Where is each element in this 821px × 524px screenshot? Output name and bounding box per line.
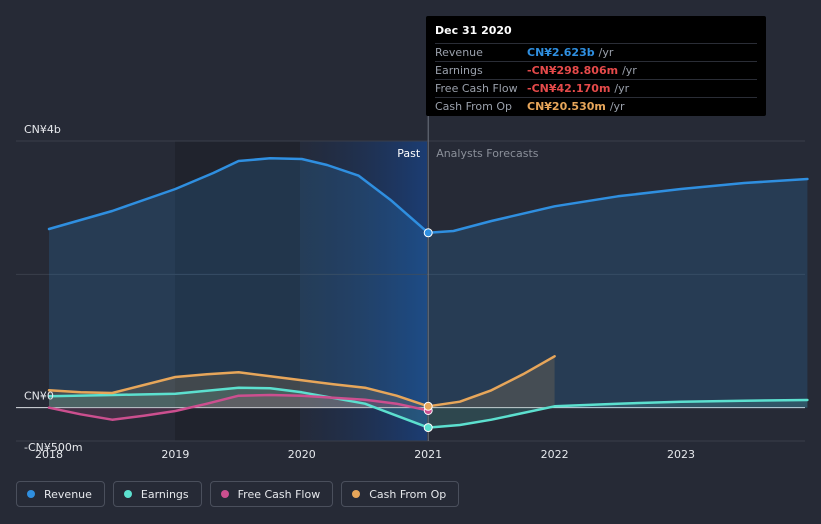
legend-label: Free Cash Flow [237, 487, 321, 501]
past-highlight-region [300, 141, 427, 441]
legend-label: Earnings [140, 487, 189, 501]
revenue-line [47, 157, 809, 235]
earnings-area [49, 387, 808, 428]
tooltip-row-cash-from-op: Cash From Op CN¥20.530m /yr [435, 97, 757, 115]
y-axis-label: CN¥0 [24, 390, 54, 403]
x-axis-tick-label: 2023 [667, 448, 695, 461]
hover-markers [423, 228, 433, 433]
legend-label: Revenue [44, 487, 92, 501]
x-axis-ticks: 2018 2019 2020 2021 2022 2023 [35, 448, 695, 461]
legend: Revenue Earnings Free Cash Flow Cash Fro… [16, 481, 460, 507]
y-axis-label: -CN¥500m [24, 441, 83, 454]
earnings-marker [423, 423, 433, 433]
tooltip-label: Cash From Op [435, 100, 513, 113]
legend-item-free-cash-flow[interactable]: Free Cash Flow [209, 481, 334, 507]
legend-dot-icon [220, 490, 229, 498]
tooltip-unit: /yr [598, 46, 614, 59]
x-axis-tick-label: 2018 [35, 448, 63, 461]
legend-item-revenue[interactable]: Revenue [16, 481, 105, 507]
tooltip-value: CN¥20.530m [527, 100, 606, 113]
legend-dot-icon [27, 490, 35, 498]
legend-label: Cash From Op [369, 487, 447, 501]
revenue-marker [423, 228, 433, 238]
tooltip-unit: /yr [614, 82, 630, 95]
tooltip: Dec 31 2020 Revenue CN¥2.623b /yr Earnin… [426, 16, 766, 116]
tooltip-label: Revenue [435, 46, 483, 59]
legend-dot-icon [352, 490, 361, 498]
series-lines [47, 157, 809, 429]
tooltip-label: Earnings [435, 64, 483, 77]
tooltip-value: -CN¥298.806m [527, 64, 619, 77]
tooltip-date: Dec 31 2020 [435, 24, 512, 37]
legend-dot-icon [123, 490, 132, 498]
tooltip-value: -CN¥42.170m [527, 82, 611, 95]
legend-item-cash-from-op[interactable]: Cash From Op [341, 481, 460, 507]
past-label: Past [397, 147, 421, 160]
cash-from-op-line [47, 355, 556, 408]
legend-item-earnings[interactable]: Earnings [112, 481, 202, 507]
cash-from-op-marker [423, 401, 433, 411]
tooltip-unit: /yr [609, 100, 625, 113]
earnings-line [47, 386, 809, 429]
tooltip-label: Free Cash Flow [435, 82, 518, 95]
tooltip-value: CN¥2.623b [527, 46, 595, 59]
tooltip-row-free-cash-flow: Free Cash Flow -CN¥42.170m /yr [435, 79, 757, 97]
free-cash-flow-line [47, 393, 430, 421]
tooltip-unit: /yr [622, 64, 637, 77]
y-axis-labels: CN¥4b CN¥0 -CN¥500m [24, 123, 83, 454]
x-axis-tick-label: 2022 [541, 448, 569, 461]
tooltip-row-revenue: Revenue CN¥2.623b /yr [435, 43, 757, 61]
x-axis-tick-label: 2021 [414, 448, 442, 461]
free-cash-flow-area [49, 395, 429, 420]
y-axis-label: CN¥4b [24, 123, 61, 136]
tooltip-row-earnings: Earnings -CN¥298.806m /yr [435, 61, 757, 79]
x-axis-tick-label: 2020 [288, 448, 316, 461]
x-axis-tick-label: 2019 [161, 448, 189, 461]
analysts-forecasts-label: Analysts Forecasts [436, 147, 539, 160]
